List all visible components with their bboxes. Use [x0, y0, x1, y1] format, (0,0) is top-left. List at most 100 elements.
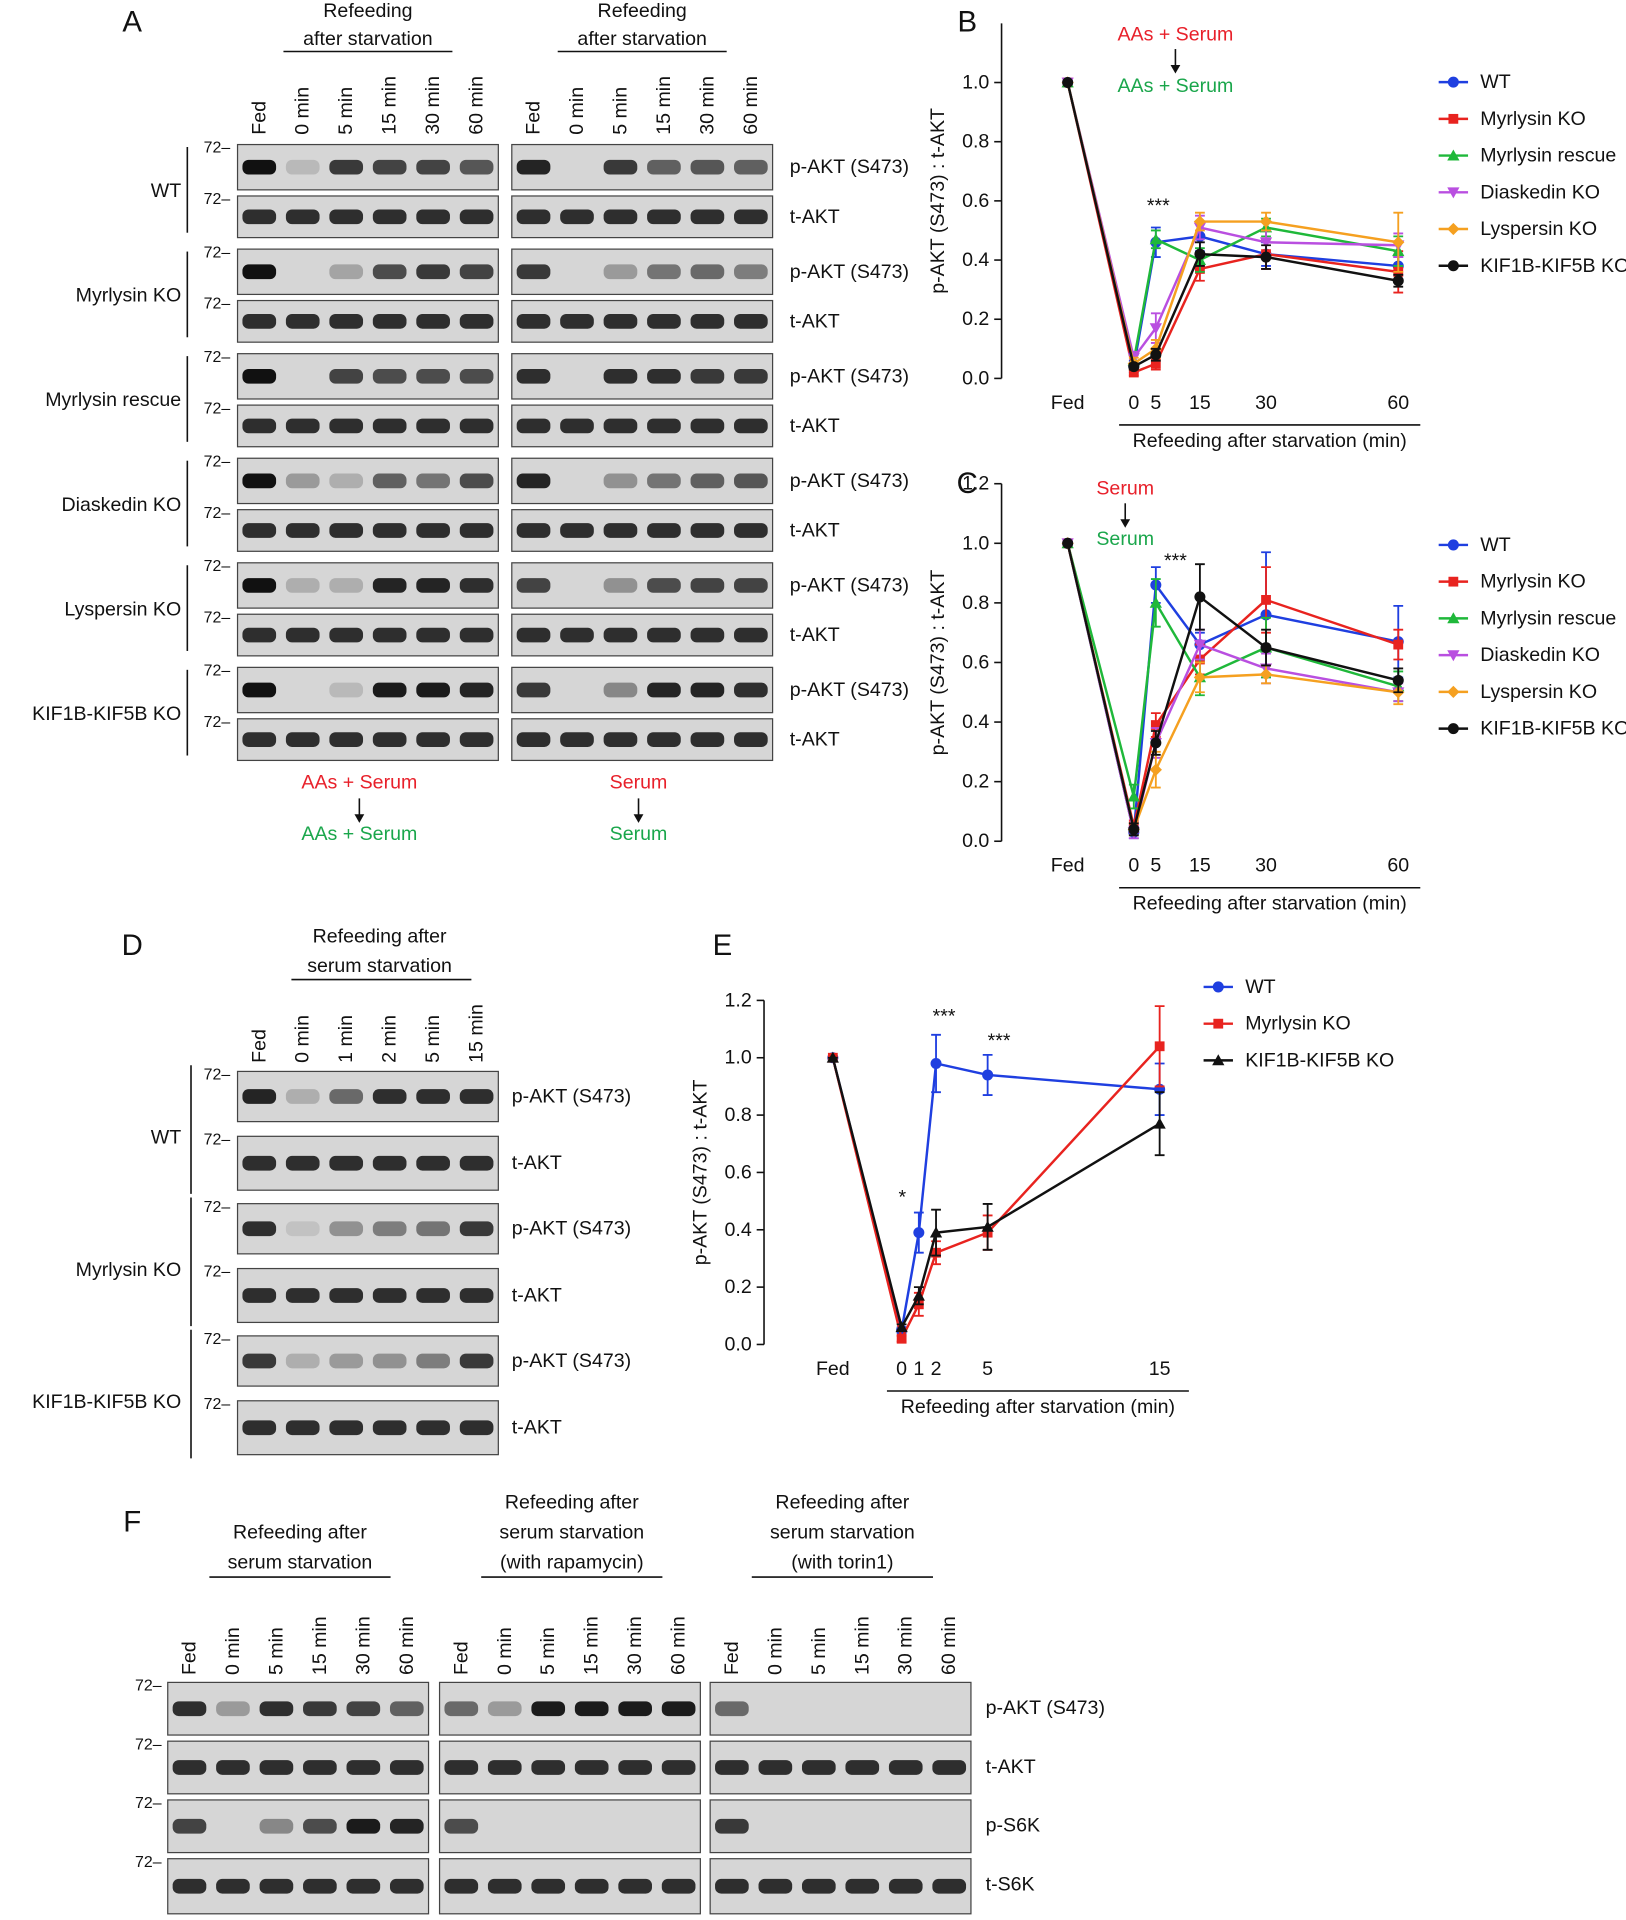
band — [372, 1420, 407, 1436]
band — [172, 1818, 207, 1834]
band — [459, 1420, 494, 1436]
blot — [236, 1400, 499, 1456]
band — [285, 159, 320, 175]
marker — [1150, 720, 1161, 730]
band — [516, 314, 551, 329]
band — [459, 418, 494, 434]
band — [734, 682, 768, 698]
legend-label: Myrlysin KO — [1245, 1013, 1351, 1035]
band — [285, 209, 320, 225]
band — [734, 473, 768, 489]
band — [285, 1353, 320, 1369]
blot — [236, 718, 499, 762]
row-label: KIF1B-KIF5B KO — [32, 703, 181, 725]
band — [285, 1221, 320, 1237]
band — [329, 1221, 364, 1237]
legend-marker — [1447, 149, 1460, 161]
mw-marker: 72– — [204, 244, 231, 261]
legend-label: Myrlysin KO — [1480, 571, 1586, 593]
band — [603, 627, 638, 643]
marker — [1392, 236, 1405, 249]
band — [329, 578, 364, 593]
band — [242, 578, 277, 593]
band — [416, 159, 450, 175]
legend-marker — [1213, 1018, 1224, 1029]
marker — [1193, 639, 1207, 651]
marker — [1128, 361, 1140, 373]
lane-label: 15 min — [851, 1616, 873, 1675]
band — [661, 1760, 696, 1775]
mw-marker: 72– — [204, 1396, 231, 1413]
group-header: Refeeding — [598, 0, 687, 22]
blot — [167, 1799, 430, 1854]
lane-label: 0 min — [222, 1627, 244, 1675]
blot-label: t-AKT — [512, 1417, 562, 1439]
blot-label: p-AKT (S473) — [512, 1350, 631, 1372]
y-tick-label: 1.0 — [962, 72, 989, 94]
x-axis-title: Refeeding after starvation (min) — [1133, 893, 1407, 915]
marker — [826, 1051, 839, 1063]
y-tick-label: 0.6 — [725, 1161, 752, 1183]
y-tick-label: 0.6 — [962, 190, 989, 212]
band — [574, 1701, 609, 1717]
x-tick-label: 0 — [896, 1358, 907, 1380]
marker — [1259, 215, 1273, 228]
row-label: Myrlysin rescue — [45, 389, 181, 411]
band — [603, 523, 638, 538]
mw-marker: 72– — [204, 296, 231, 313]
band — [372, 159, 407, 175]
band — [329, 418, 364, 434]
band — [242, 732, 277, 747]
x-tick-label: Fed — [1051, 855, 1085, 877]
y-tick-label: 1.2 — [962, 473, 989, 495]
lane-label: 5 min — [335, 87, 357, 135]
x-tick-label: 5 — [1150, 392, 1161, 414]
group-header: Refeeding after — [775, 1491, 909, 1513]
marker — [1150, 349, 1162, 361]
y-tick-label: 0.0 — [962, 830, 989, 852]
blot — [511, 562, 774, 609]
blot-label: p-S6K — [986, 1815, 1040, 1837]
row-label: Diaskedin KO — [62, 494, 182, 516]
band — [574, 1760, 609, 1775]
marker — [1392, 275, 1404, 287]
series-line — [1066, 82, 1399, 375]
band — [389, 1818, 424, 1834]
x-tick-label: Fed — [816, 1358, 850, 1380]
band — [531, 1878, 566, 1894]
blot — [236, 404, 499, 448]
legend-label: Myrlysin rescue — [1480, 145, 1616, 167]
x-tick-label: 15 — [1189, 855, 1211, 877]
band — [647, 578, 681, 593]
marker — [1260, 251, 1272, 263]
marker — [1062, 537, 1074, 549]
band — [372, 1288, 407, 1303]
series-line — [1066, 543, 1399, 833]
marker — [1149, 763, 1162, 776]
blot — [511, 299, 774, 343]
band — [647, 627, 681, 643]
y-tick-label: 1.0 — [962, 532, 989, 554]
band — [459, 473, 494, 489]
band — [346, 1760, 381, 1775]
band — [285, 418, 320, 434]
band — [329, 209, 364, 225]
marker — [1259, 668, 1273, 681]
band — [801, 1878, 836, 1894]
band — [416, 1155, 450, 1171]
band — [516, 368, 551, 384]
band — [647, 732, 681, 747]
group-header: serum starvation — [770, 1521, 915, 1543]
y-tick-label: 0.0 — [962, 367, 989, 389]
legend-label: Diaskedin KO — [1480, 181, 1600, 203]
band — [416, 314, 450, 329]
marker — [1149, 323, 1162, 335]
group-header: Refeeding after — [505, 1491, 639, 1513]
band — [285, 473, 320, 489]
blot — [236, 613, 499, 657]
band — [690, 159, 725, 175]
band — [932, 1760, 967, 1775]
band — [690, 368, 725, 384]
marker — [1193, 671, 1207, 684]
band — [603, 209, 638, 225]
